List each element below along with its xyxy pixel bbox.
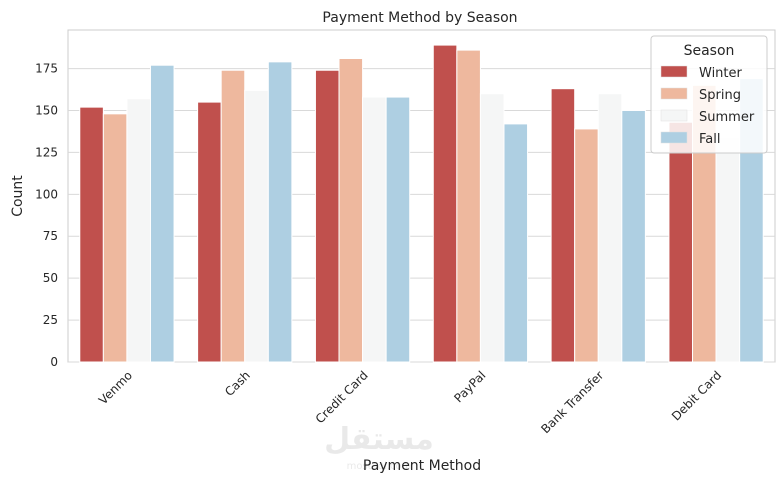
bar-fall-paypal <box>503 123 529 363</box>
y-tick-label: 125 <box>35 145 58 159</box>
legend-swatch-winter <box>660 65 688 78</box>
chart-title: Payment Method by Season <box>322 10 517 26</box>
x-axis-label: Payment Method <box>363 458 481 474</box>
x-tick-label: Debit Card <box>669 368 724 423</box>
bar-winter-paypal <box>432 44 458 363</box>
bar-spring-venmo <box>102 113 128 363</box>
x-tick-label: Venmo <box>96 368 135 407</box>
legend: Season Winter Spring Summer Fall <box>650 35 768 154</box>
bar-spring-cash <box>220 69 246 363</box>
bar-fall-bank-transfer <box>621 109 646 363</box>
legend-swatch-summer <box>660 109 688 122</box>
y-tick-label: 0 <box>50 355 58 369</box>
bar-winter-cash <box>197 101 222 363</box>
legend-swatch-fall <box>660 131 688 144</box>
bar-summer-venmo <box>126 98 151 363</box>
y-tick-label: 50 <box>43 271 58 285</box>
bar-winter-venmo <box>79 106 104 363</box>
bar-winter-credit-card <box>314 69 340 363</box>
bar-fall-cash <box>267 61 293 363</box>
legend-label-fall: Fall <box>699 132 720 147</box>
y-tick-label: 150 <box>35 103 58 117</box>
legend-label-spring: Spring <box>699 88 741 103</box>
y-tick-label: 100 <box>35 187 58 201</box>
legend-label-winter: Winter <box>699 66 743 81</box>
legend-box <box>650 35 768 154</box>
y-axis-label: Count <box>10 175 26 217</box>
x-tick-label: Bank Transfer <box>538 368 606 436</box>
x-tick-label: Cash <box>222 368 253 399</box>
legend-title: Season <box>684 43 735 59</box>
bar-summer-credit-card <box>362 96 387 363</box>
y-tick-label: 25 <box>43 313 58 327</box>
y-tick-label: 75 <box>43 229 58 243</box>
bar-summer-debit-card <box>715 136 741 363</box>
legend-swatch-spring <box>660 87 688 100</box>
bar-winter-debit-card <box>668 121 694 363</box>
mostaql-watermark: مستقل mostaql.com <box>324 422 434 472</box>
bar-fall-venmo <box>149 64 175 363</box>
bar-spring-credit-card <box>338 58 364 363</box>
bar-spring-paypal <box>456 49 481 363</box>
watermark-text: مستقل <box>324 422 434 457</box>
bar-fall-credit-card <box>385 96 411 363</box>
bar-summer-paypal <box>479 93 505 363</box>
bar-spring-bank-transfer <box>574 128 599 363</box>
bar-summer-bank-transfer <box>597 93 623 363</box>
watermark-subtext: mostaql.com <box>347 461 412 472</box>
y-tick-label: 175 <box>35 62 58 76</box>
legend-label-summer: Summer <box>699 110 755 125</box>
y-tick-labels: 0 25 50 75 100 125 150 175 <box>35 62 58 369</box>
bar-winter-bank-transfer <box>550 88 576 363</box>
x-tick-label: Credit Card <box>313 368 371 426</box>
x-tick-label: PayPal <box>451 368 488 405</box>
bar-summer-cash <box>244 89 269 363</box>
bars-group <box>79 44 764 363</box>
